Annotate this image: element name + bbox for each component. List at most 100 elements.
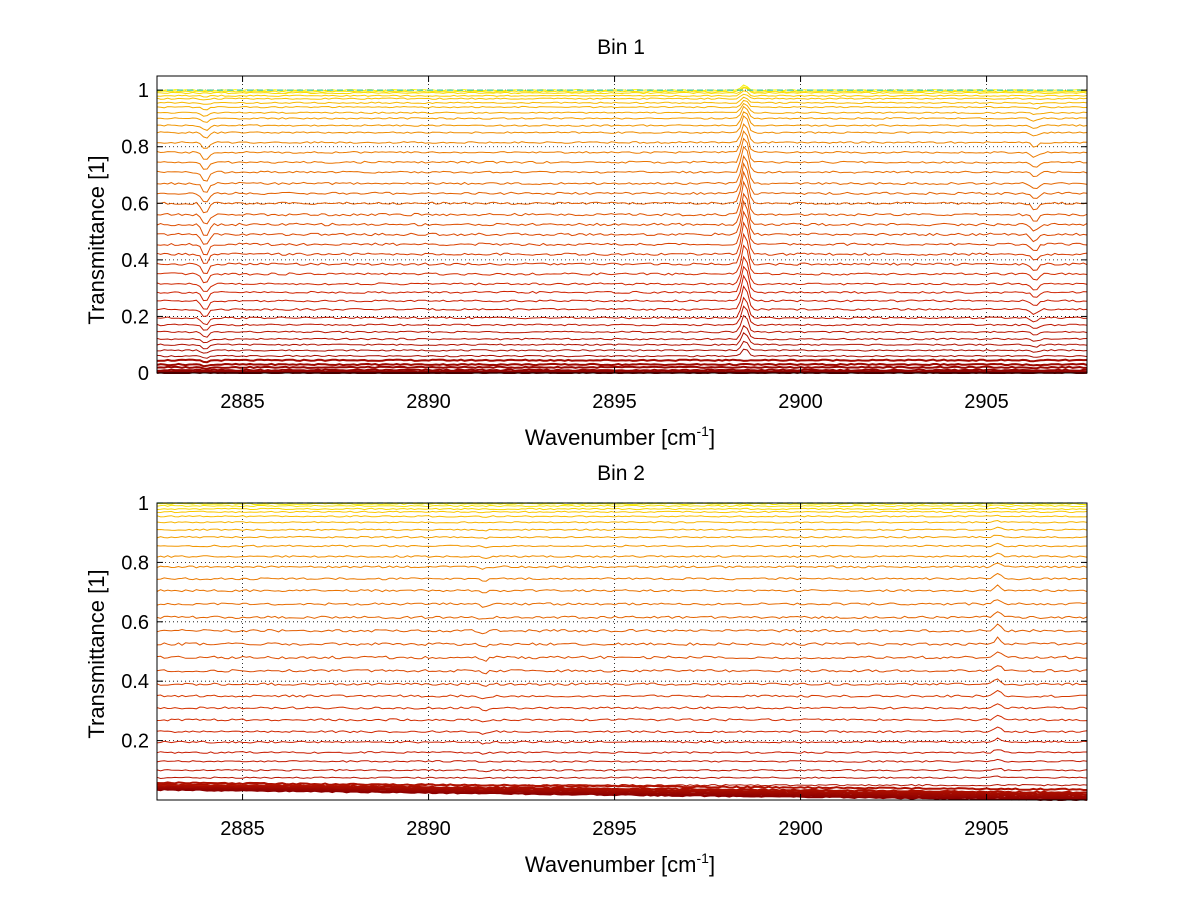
series-line — [156, 611, 1088, 620]
series-line — [156, 758, 1088, 763]
series-line — [156, 137, 1088, 170]
chart-title: Bin 1 — [597, 36, 645, 59]
series-line — [156, 130, 1088, 160]
y-tick-label: 0.8 — [121, 137, 149, 159]
series-line — [156, 737, 1088, 745]
series-line — [156, 369, 1088, 374]
series-line — [156, 526, 1088, 532]
x-tick-label: 2905 — [964, 391, 1009, 413]
series-line — [156, 714, 1088, 723]
series-line — [156, 348, 1088, 359]
series-line — [156, 678, 1088, 687]
series-line — [156, 210, 1088, 256]
series-line — [156, 255, 1088, 292]
series-line — [156, 783, 1088, 787]
series-line — [156, 87, 1088, 95]
series-line — [156, 221, 1088, 264]
chart-bin-1: Bin 1 2885 2890 2895 2900 2905 0 0.2 0.4 0.6 0.8 1… — [84, 36, 1088, 450]
y-tick-label: 0.2 — [121, 306, 149, 328]
y-axis-label: Transmittance [1] — [84, 569, 109, 738]
series-line — [156, 775, 1088, 780]
x-tick-label: 2885 — [220, 391, 265, 413]
series-line — [156, 562, 1088, 570]
series-line — [156, 767, 1088, 773]
series-line — [156, 504, 1088, 508]
chart-title: Bin 2 — [597, 462, 645, 485]
series-line — [156, 296, 1088, 326]
series-line — [156, 285, 1088, 318]
series-line — [156, 623, 1088, 635]
x-tick-label: 2905 — [964, 818, 1009, 840]
y-tick-label: 0.4 — [121, 671, 149, 693]
y-tick-label: 0.4 — [121, 250, 149, 272]
series-line — [157, 123, 1088, 149]
x-tick-label: 2885 — [220, 818, 265, 840]
y-tick-label: 0 — [138, 363, 149, 385]
series-line — [156, 783, 1087, 795]
series-line — [156, 599, 1088, 608]
series-line — [156, 170, 1088, 214]
series-line — [156, 584, 1088, 594]
series-line — [156, 332, 1088, 350]
y-tick-label: 0.6 — [121, 612, 149, 634]
series-line — [156, 552, 1088, 560]
chart-bin-2: Bin 2 2885 2890 2895 2900 29050.20.40.60.81 … — [84, 462, 1088, 877]
plot-frame — [156, 502, 1088, 801]
series-line — [157, 340, 1088, 354]
series-line — [156, 636, 1088, 648]
series-line — [156, 155, 1088, 193]
series-line — [156, 305, 1088, 331]
x-axis-label: Wavenumber [cm-1] — [525, 423, 715, 450]
series-line — [156, 86, 1088, 93]
series-line — [156, 534, 1088, 540]
series-line — [156, 502, 1087, 506]
series-line — [156, 726, 1088, 735]
series-line — [156, 514, 1088, 518]
series-line — [156, 93, 1088, 101]
series-line — [156, 358, 1088, 364]
y-tick-label: 1 — [138, 80, 149, 102]
x-tick-label: 2890 — [406, 818, 451, 840]
y-tick-label: 0.8 — [121, 552, 149, 574]
series-line — [156, 572, 1088, 582]
plot-frame — [156, 75, 1088, 374]
series-line — [156, 192, 1088, 236]
series-line — [156, 362, 1088, 368]
series-line — [157, 368, 1088, 372]
x-tick-label: 2890 — [406, 391, 451, 413]
series-line — [157, 105, 1087, 123]
series-line — [156, 542, 1088, 549]
series-line — [156, 115, 1088, 139]
y-axis-label: Transmittance [1] — [84, 155, 109, 324]
series-line — [156, 90, 1088, 98]
series-line — [156, 689, 1088, 700]
x-tick-label: 2900 — [778, 391, 823, 413]
series-line — [156, 96, 1088, 105]
x-tick-label: 2900 — [778, 818, 823, 840]
x-axis-label: Wavenumber [cm-1] — [525, 850, 715, 877]
series-line — [156, 507, 1088, 511]
series-line — [157, 111, 1088, 131]
series-line — [156, 145, 1088, 182]
series-line — [156, 99, 1088, 111]
series-line — [156, 703, 1088, 712]
series-line — [157, 274, 1088, 310]
series-line — [156, 510, 1088, 514]
series-line — [156, 651, 1088, 662]
series-line — [156, 265, 1088, 302]
series-line — [156, 232, 1088, 275]
series-line — [156, 162, 1088, 203]
series-line — [156, 199, 1088, 245]
x-tick-label: 2895 — [592, 818, 637, 840]
y-tick-label: 0.6 — [121, 193, 149, 215]
series-line — [157, 314, 1088, 338]
series-line — [156, 180, 1088, 225]
series-line — [156, 365, 1088, 370]
y-tick-label: 1 — [138, 493, 149, 515]
series-line — [156, 749, 1087, 755]
series-line — [156, 102, 1088, 117]
series-line — [156, 324, 1088, 344]
series-line — [156, 781, 1087, 791]
series-line — [156, 244, 1088, 284]
